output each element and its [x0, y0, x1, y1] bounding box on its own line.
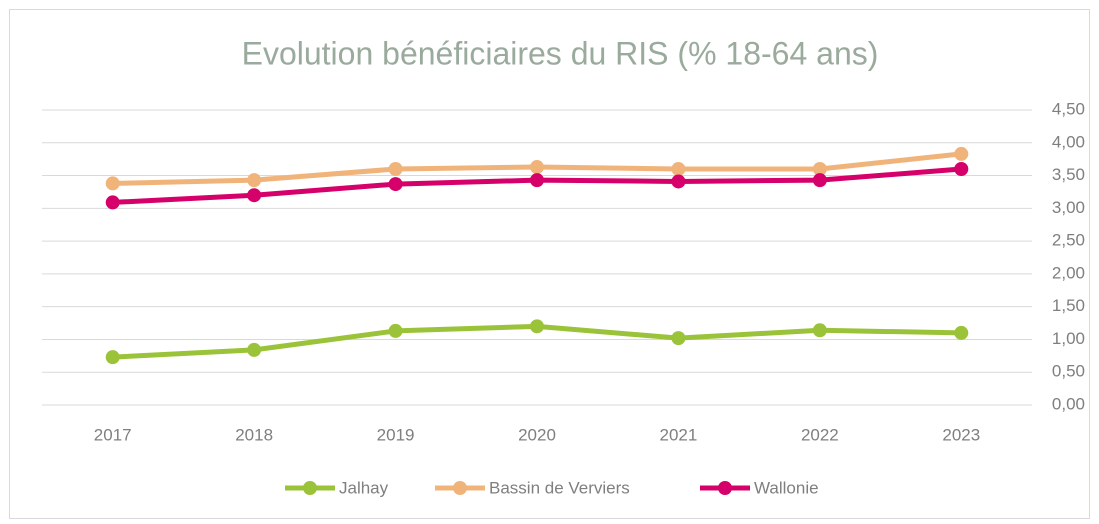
data-point: [530, 319, 544, 334]
data-point: [671, 331, 686, 346]
chart-frame: [9, 9, 1090, 519]
data-point: [954, 146, 969, 161]
data-point: [105, 176, 120, 191]
x-tick-label: 2018: [235, 425, 273, 444]
legend-label: Wallonie: [754, 478, 819, 497]
x-tick-label: 2020: [518, 425, 556, 444]
x-tick-label: 2023: [942, 425, 980, 444]
data-point: [671, 162, 686, 176]
data-point: [812, 173, 827, 188]
x-tick-label: 2022: [801, 425, 839, 444]
data-point: [388, 323, 403, 338]
y-tick-label: 0,50: [1052, 362, 1085, 381]
data-point: [530, 160, 544, 175]
data-point: [812, 162, 827, 176]
y-tick-label: 1,00: [1052, 329, 1085, 348]
y-tick-label: 2,50: [1052, 231, 1085, 250]
data-point: [812, 323, 827, 338]
data-point: [388, 177, 403, 192]
data-point: [247, 342, 262, 357]
legend-marker: [303, 481, 317, 495]
y-tick-label: 2,00: [1052, 263, 1085, 282]
data-point: [671, 174, 686, 189]
y-tick-label: 3,50: [1052, 165, 1085, 184]
x-tick-label: 2019: [377, 425, 415, 444]
legend-label: Bassin de Verviers: [489, 478, 630, 497]
y-tick-label: 4,00: [1052, 132, 1085, 151]
y-tick-label: 4,50: [1052, 99, 1085, 118]
data-point: [247, 188, 262, 203]
data-point: [247, 173, 262, 188]
y-tick-label: 0,00: [1052, 394, 1085, 413]
data-point: [954, 162, 969, 176]
data-point: [530, 173, 544, 188]
x-tick-label: 2017: [94, 425, 132, 444]
x-tick-label: 2021: [660, 425, 698, 444]
y-tick-label: 1,50: [1052, 296, 1085, 315]
legend-marker: [453, 481, 467, 495]
y-tick-label: 3,00: [1052, 198, 1085, 217]
data-point: [954, 325, 969, 340]
chart-title: Evolution bénéficiaires du RIS (% 18-64 …: [242, 35, 879, 71]
data-point: [105, 350, 120, 365]
data-point: [388, 162, 403, 176]
legend-marker: [718, 481, 732, 495]
data-point: [105, 195, 120, 210]
legend-label: Jalhay: [339, 478, 389, 497]
